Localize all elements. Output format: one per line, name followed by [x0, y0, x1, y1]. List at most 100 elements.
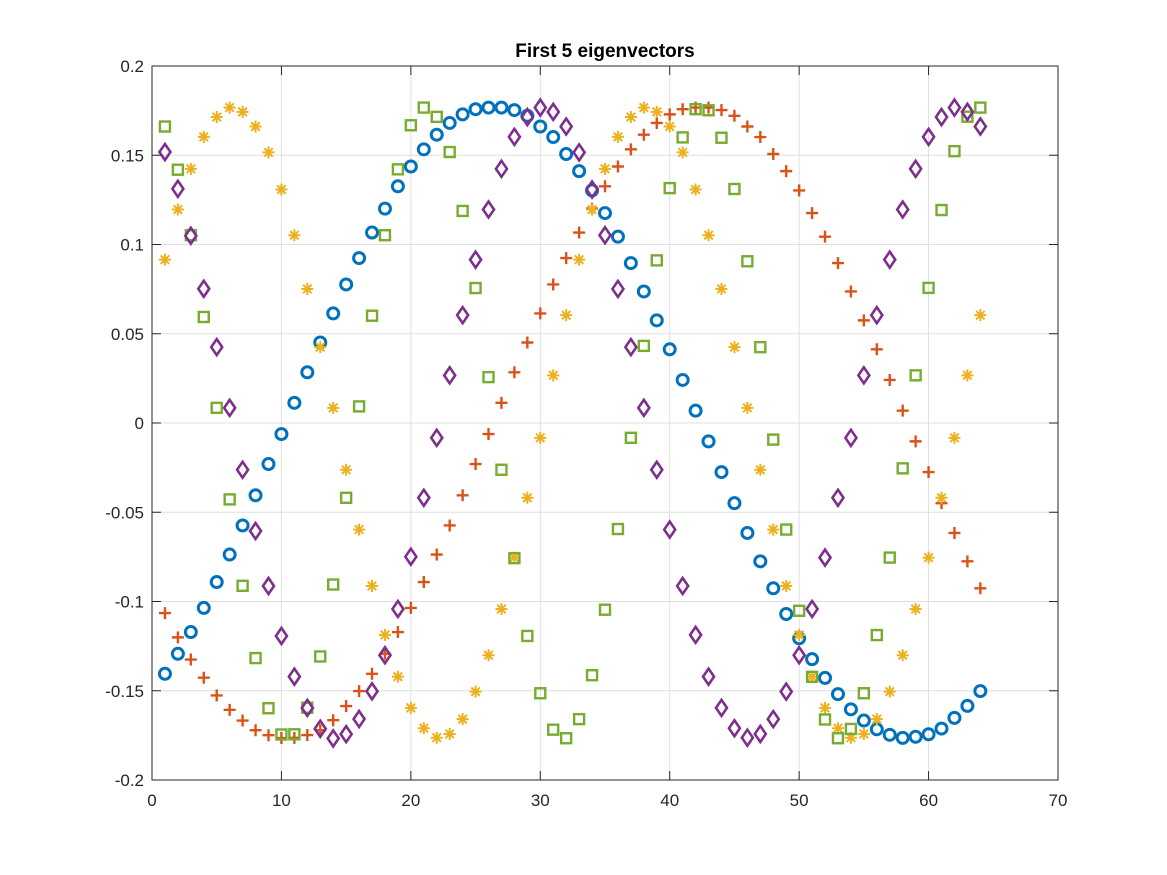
- data-point-plus: [327, 714, 340, 727]
- data-point-plus: [650, 116, 663, 129]
- data-point-diamond: [805, 598, 820, 620]
- data-point-circle: [339, 277, 354, 292]
- data-point-diamond: [339, 723, 354, 745]
- data-point-circle: [546, 130, 561, 145]
- data-point-plus: [158, 607, 171, 620]
- data-point-plus: [831, 257, 844, 270]
- data-point-square: [171, 163, 185, 176]
- data-point-asterisk: [922, 551, 935, 564]
- data-point-plus: [948, 526, 961, 539]
- data-point-plus: [391, 626, 404, 639]
- data-point-circle: [805, 652, 820, 667]
- data-point-plus: [715, 104, 728, 117]
- data-point-plus: [767, 148, 780, 161]
- data-point-plus: [857, 314, 870, 327]
- data-point-square: [339, 491, 353, 504]
- data-point-asterisk: [624, 111, 637, 124]
- data-point-plus: [482, 428, 495, 441]
- data-point-diamond: [468, 249, 483, 270]
- data-point-plus: [637, 128, 650, 141]
- data-point-plus: [896, 404, 909, 417]
- data-point-square: [741, 255, 754, 268]
- data-point-diamond: [597, 224, 613, 246]
- data-point-asterisk: [715, 282, 728, 295]
- data-point-diamond: [287, 666, 302, 687]
- data-point-asterisk: [689, 183, 702, 196]
- data-point-diamond: [546, 101, 561, 123]
- data-point-square: [378, 229, 392, 242]
- data-point-asterisk: [793, 628, 806, 641]
- data-point-asterisk: [184, 162, 197, 175]
- data-point-square: [236, 579, 249, 592]
- data-point-circle: [416, 142, 431, 157]
- data-point-diamond: [792, 644, 807, 666]
- data-point-square: [482, 370, 495, 384]
- data-point-diamond: [714, 697, 729, 719]
- data-point-plus: [353, 685, 366, 698]
- data-point-asterisk: [340, 463, 353, 476]
- data-point-asterisk: [262, 146, 275, 159]
- data-point-circle: [830, 687, 845, 702]
- data-point-square: [456, 204, 469, 218]
- data-point-asterisk: [456, 713, 469, 726]
- data-point-square: [637, 339, 651, 353]
- x-tick-label: 50: [790, 791, 809, 810]
- data-point-plus: [249, 724, 262, 737]
- data-point-circle: [636, 284, 651, 299]
- data-point-square: [417, 101, 430, 114]
- y-tick-label: -0.05: [105, 503, 144, 522]
- data-point-square: [728, 182, 741, 196]
- data-point-circle: [598, 206, 612, 221]
- data-point-plus: [547, 278, 560, 291]
- data-point-diamond: [326, 728, 341, 749]
- data-point-asterisk: [223, 101, 236, 114]
- data-point-circle: [559, 147, 574, 162]
- data-point-plus: [793, 184, 806, 197]
- data-point-square: [611, 522, 625, 536]
- data-point-plus: [922, 466, 935, 479]
- data-point-asterisk: [637, 101, 650, 114]
- data-point-asterisk: [741, 401, 754, 414]
- data-point-square: [702, 104, 715, 117]
- data-point-square: [391, 163, 405, 176]
- data-point-plus: [301, 729, 314, 742]
- data-point-asterisk: [508, 551, 521, 564]
- data-point-square: [572, 712, 586, 726]
- data-point-square: [559, 732, 573, 745]
- y-tick-label: 0: [135, 414, 144, 433]
- data-point-asterisk: [469, 685, 482, 698]
- data-point-diamond: [973, 116, 988, 137]
- data-point-diamond: [572, 142, 587, 163]
- data-point-asterisk: [353, 523, 366, 536]
- x-tick-label: 60: [919, 791, 938, 810]
- data-point-plus: [780, 165, 793, 178]
- data-point-square: [948, 144, 961, 158]
- data-point-plus: [961, 555, 974, 568]
- data-point-square: [883, 551, 896, 564]
- x-tick-labels: 0 10 20 30 40 50 60 70: [147, 791, 1067, 810]
- data-point-circle: [352, 251, 367, 266]
- data-point-asterisk: [844, 731, 857, 744]
- data-point-diamond: [300, 697, 315, 719]
- data-point-plus: [599, 180, 611, 193]
- data-point-plus: [534, 307, 547, 320]
- data-point-circle: [274, 427, 289, 442]
- data-point-diamond: [520, 106, 535, 128]
- data-point-plus: [340, 700, 353, 713]
- data-point-plus: [806, 207, 819, 220]
- data-point-asterisk: [327, 401, 340, 414]
- data-point-plus: [560, 252, 573, 265]
- data-point-square: [430, 110, 443, 124]
- data-point-diamond: [960, 101, 975, 123]
- data-point-circle: [326, 306, 341, 321]
- data-points: [157, 97, 988, 749]
- data-point-diamond: [403, 546, 418, 567]
- data-point-asterisk: [702, 229, 715, 242]
- data-point-asterisk: [573, 253, 586, 266]
- data-point-square: [715, 131, 728, 144]
- data-point-asterisk: [831, 722, 844, 735]
- data-point-asterisk: [909, 602, 922, 615]
- data-point-asterisk: [391, 670, 404, 683]
- data-point-asterisk: [197, 130, 210, 143]
- data-point-square: [521, 629, 534, 643]
